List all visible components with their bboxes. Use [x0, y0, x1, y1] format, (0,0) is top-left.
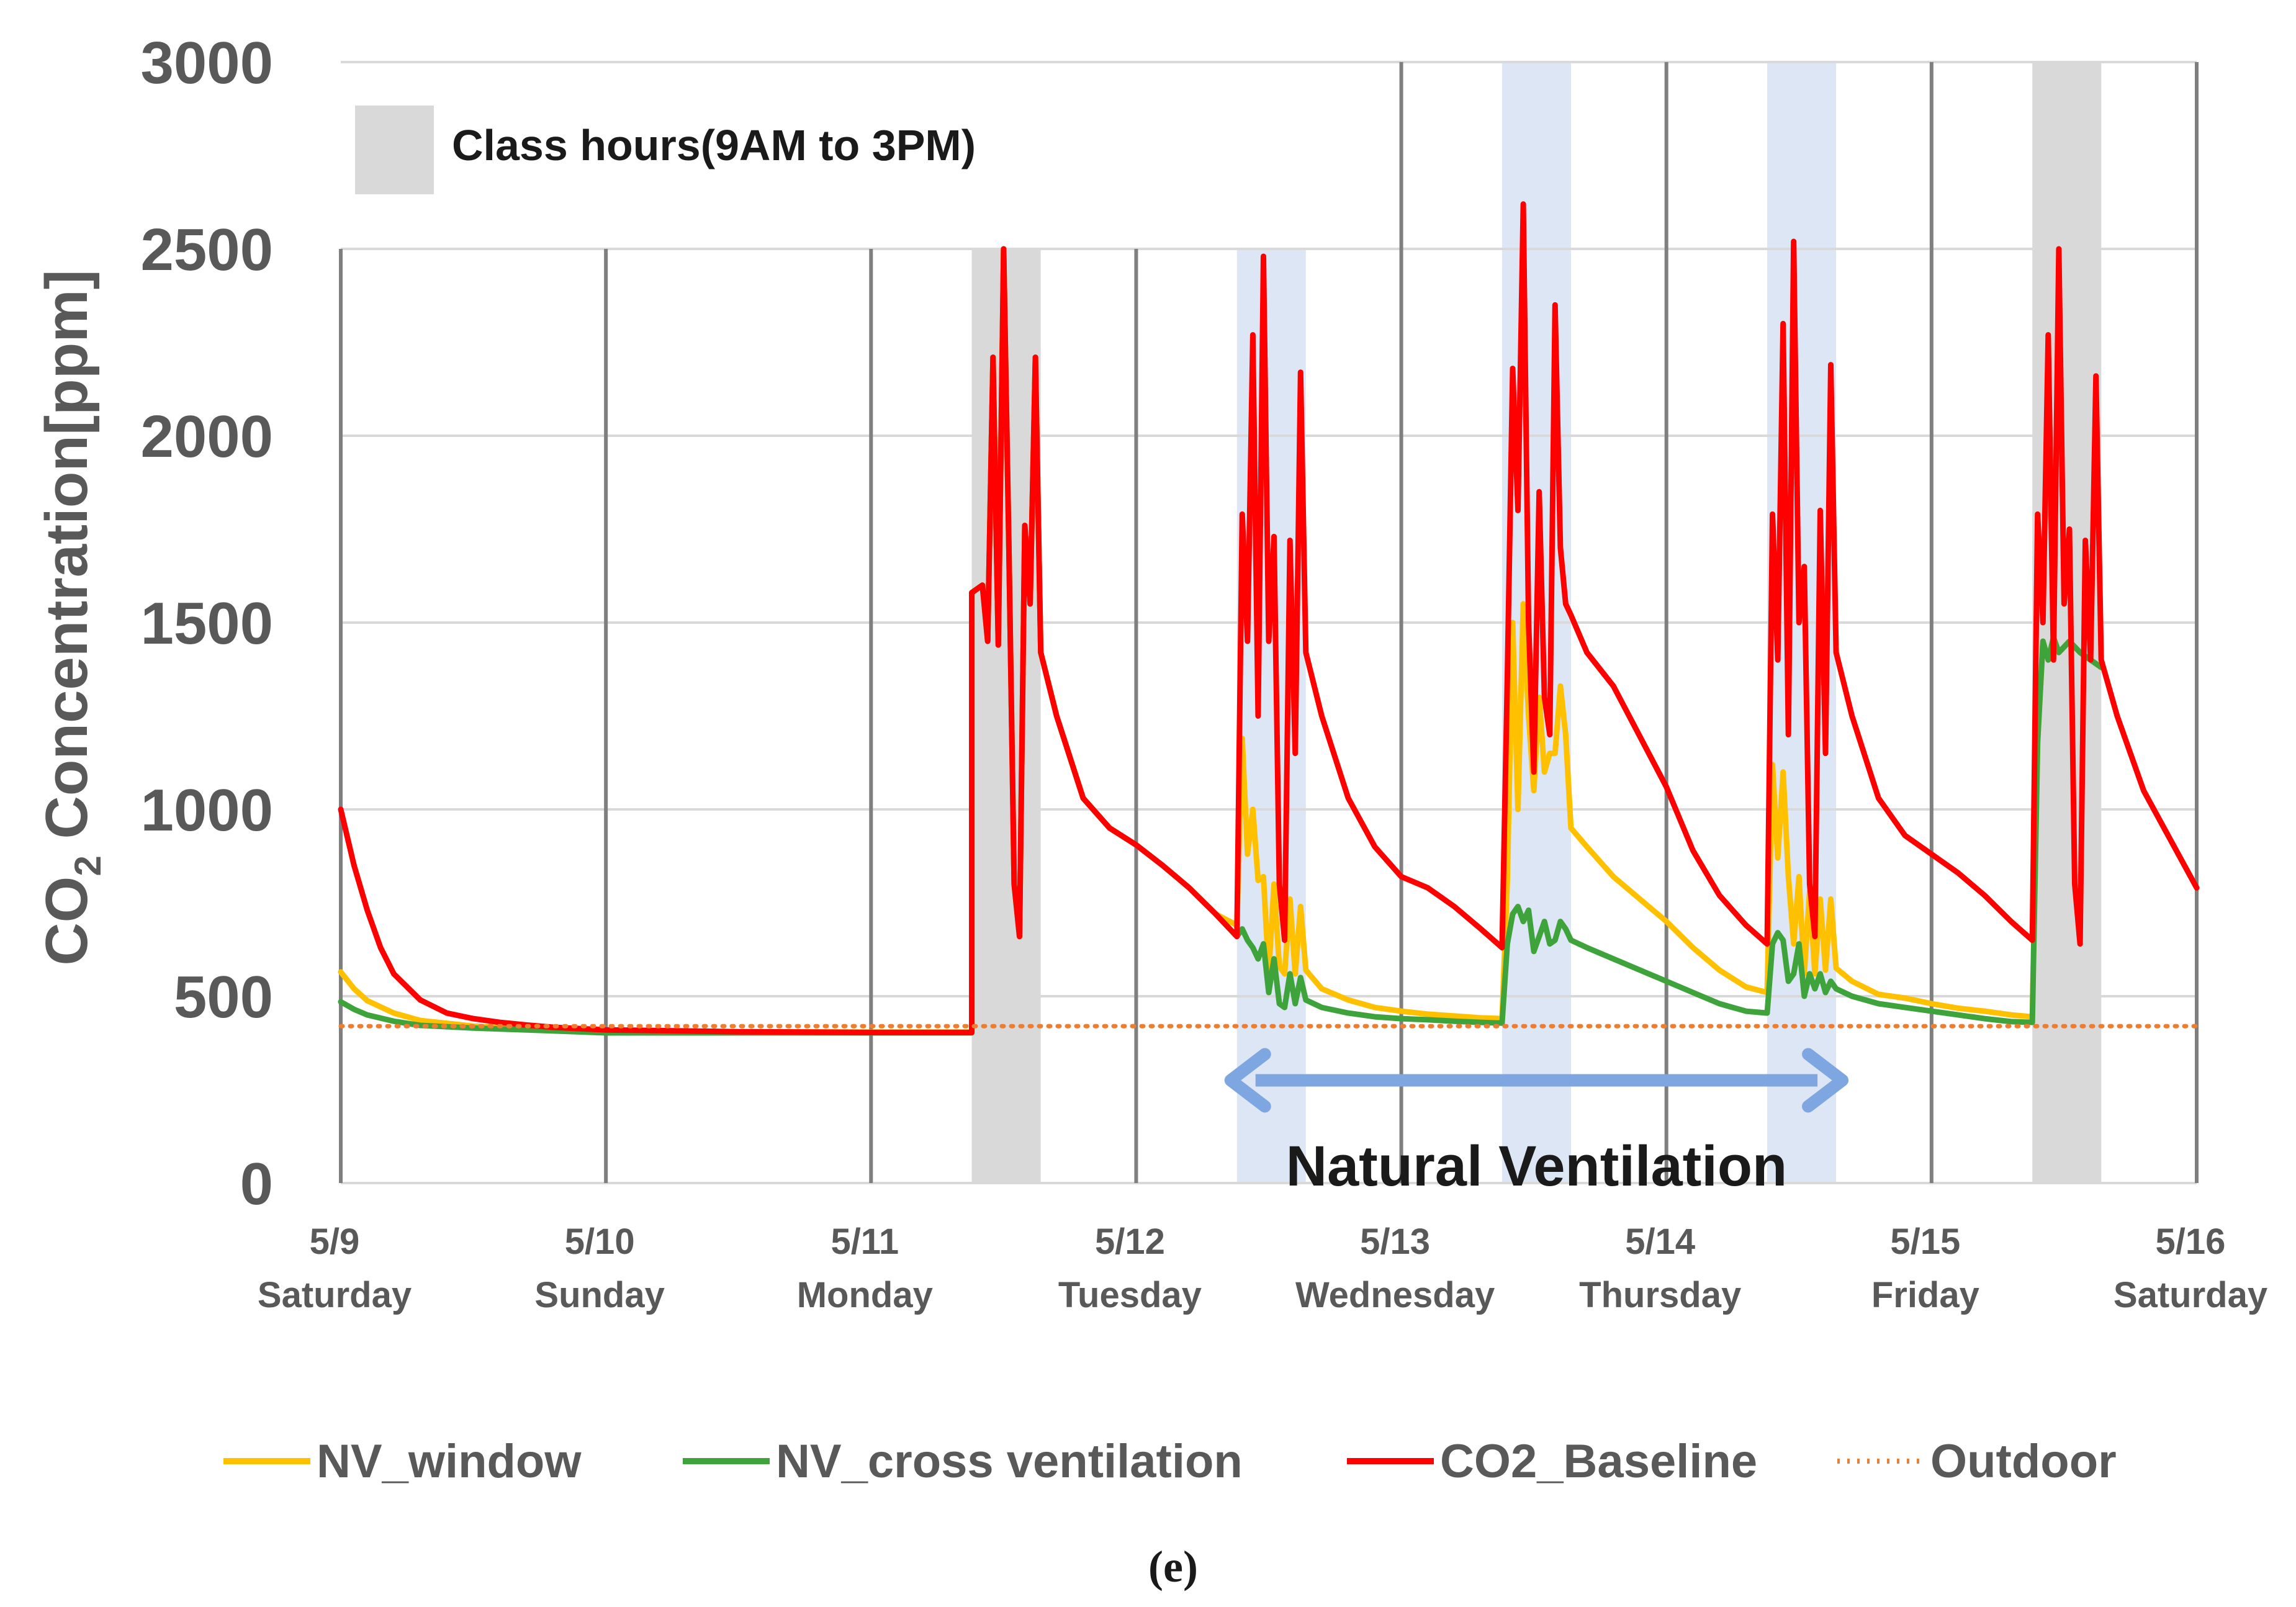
y-tick-3000: 3000 [140, 30, 273, 96]
figure-caption: (e) [1148, 1542, 1198, 1591]
annotation-label: Natural Ventilation [1286, 1135, 1788, 1198]
series-lines [338, 201, 2200, 1036]
class-hours-legend-label: Class hours(9AM to 3PM) [452, 121, 976, 169]
annotation-arrow-head-left [1224, 1048, 1271, 1113]
x-tick-date-5-14: 5/14 [1625, 1222, 1695, 1262]
y-axis-ticks: 0 500 1000 1500 2000 2500 3000 [140, 30, 273, 1217]
x-tick-day-5-9: Saturday [258, 1275, 412, 1315]
series-co2-baseline [338, 201, 2200, 1035]
y-tick-0: 0 [240, 1151, 273, 1217]
y-tick-2500: 2500 [140, 217, 273, 283]
x-tick-day-5-13: Wednesday [1295, 1275, 1495, 1315]
legend-label-4: Outdoor [1930, 1435, 2117, 1488]
x-tick-date-5-11: 5/11 [831, 1222, 899, 1262]
natural-ventilation-annotation: Natural Ventilation [1224, 1048, 1849, 1198]
x-axis-ticks: 5/9 Saturday 5/10 Sunday 5/11 Monday 5/12 Tuesd… [258, 1222, 2267, 1315]
y-tick-500: 500 [174, 964, 273, 1030]
x-tick-day-5-14: Thursday [1579, 1275, 1741, 1315]
x-tick-date-5-10: 5/10 [565, 1222, 635, 1262]
y-tick-1000: 1000 [140, 777, 273, 844]
x-tick-day-5-12: Tuesday [1058, 1275, 1202, 1315]
y-tick-1500: 1500 [140, 590, 273, 657]
x-tick-day-5-16: Saturday [2114, 1275, 2267, 1315]
x-tick-date-5-12: 5/12 [1095, 1222, 1165, 1262]
x-tick-day-5-15: Friday [1871, 1275, 1979, 1315]
x-tick-date-5-9: 5/9 [310, 1222, 360, 1262]
x-tick-date-5-13: 5/13 [1360, 1222, 1430, 1262]
y-axis-label: CO2 Concentration[ppm] [34, 269, 109, 965]
legend-label-2: NV_cross ventilation [776, 1435, 1243, 1488]
legend-label-3: CO2_Baseline [1440, 1435, 1757, 1488]
x-tick-day-5-11: Monday [797, 1275, 933, 1315]
legend-label-1: NV_window [317, 1435, 582, 1488]
legend: NV_window NV_cross ventilation CO2_Baselin… [223, 1435, 2117, 1488]
x-tick-date-5-15: 5/15 [1890, 1222, 1960, 1262]
x-tick-day-5-10: Sunday [534, 1275, 665, 1315]
y-tick-2000: 2000 [140, 403, 273, 470]
class-hours-legend-swatch [355, 106, 434, 194]
annotation-arrow-head-right [1802, 1048, 1849, 1113]
x-tick-date-5-16: 5/16 [2156, 1222, 2226, 1262]
